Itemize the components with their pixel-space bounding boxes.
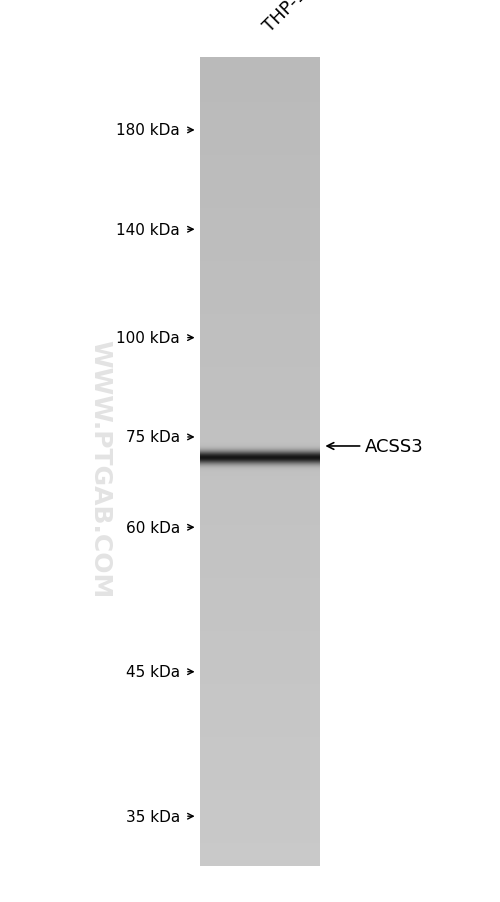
Text: 75 kDa: 75 kDa bbox=[126, 430, 180, 445]
Text: 35 kDa: 35 kDa bbox=[126, 809, 180, 824]
Text: 100 kDa: 100 kDa bbox=[116, 331, 180, 345]
Text: 140 kDa: 140 kDa bbox=[116, 223, 180, 237]
Text: 180 kDa: 180 kDa bbox=[116, 124, 180, 138]
Text: ACSS3: ACSS3 bbox=[365, 437, 424, 456]
Text: 60 kDa: 60 kDa bbox=[126, 520, 180, 535]
Text: THP-1: THP-1 bbox=[260, 0, 310, 36]
Text: 45 kDa: 45 kDa bbox=[126, 665, 180, 679]
Text: WWW.PTGAB.COM: WWW.PTGAB.COM bbox=[88, 340, 112, 598]
